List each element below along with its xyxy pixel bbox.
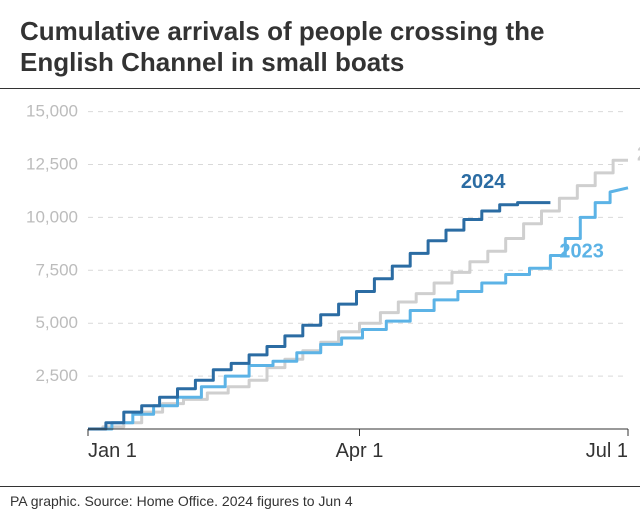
title-wrap: Cumulative arrivals of people crossing t… (0, 0, 640, 88)
chart-title: Cumulative arrivals of people crossing t… (20, 16, 620, 78)
ytick-label: 12,500 (26, 155, 78, 174)
ytick-label: 2,500 (35, 366, 78, 385)
ytick-label: 10,000 (26, 208, 78, 227)
series-label-2024: 2024 (461, 171, 506, 193)
ytick-label: 15,000 (26, 102, 78, 121)
chart-area: 2,5005,0007,50010,00012,50015,0002022202… (0, 88, 640, 487)
source-wrap: PA graphic. Source: Home Office. 2024 fi… (0, 487, 640, 519)
chart-svg: 2,5005,0007,50010,00012,50015,0002022202… (0, 89, 640, 469)
xtick-label: Jan 1 (88, 440, 137, 462)
chart-container: Cumulative arrivals of people crossing t… (0, 0, 640, 519)
series-2024 (88, 203, 550, 429)
source-text: PA graphic. Source: Home Office. 2024 fi… (10, 493, 630, 509)
series-label-2023: 2023 (559, 241, 604, 263)
ytick-label: 7,500 (35, 261, 78, 280)
ytick-label: 5,000 (35, 314, 78, 333)
series-2023 (88, 188, 628, 429)
xtick-label: Jul 1 (586, 440, 628, 462)
xtick-label: Apr 1 (336, 440, 384, 462)
